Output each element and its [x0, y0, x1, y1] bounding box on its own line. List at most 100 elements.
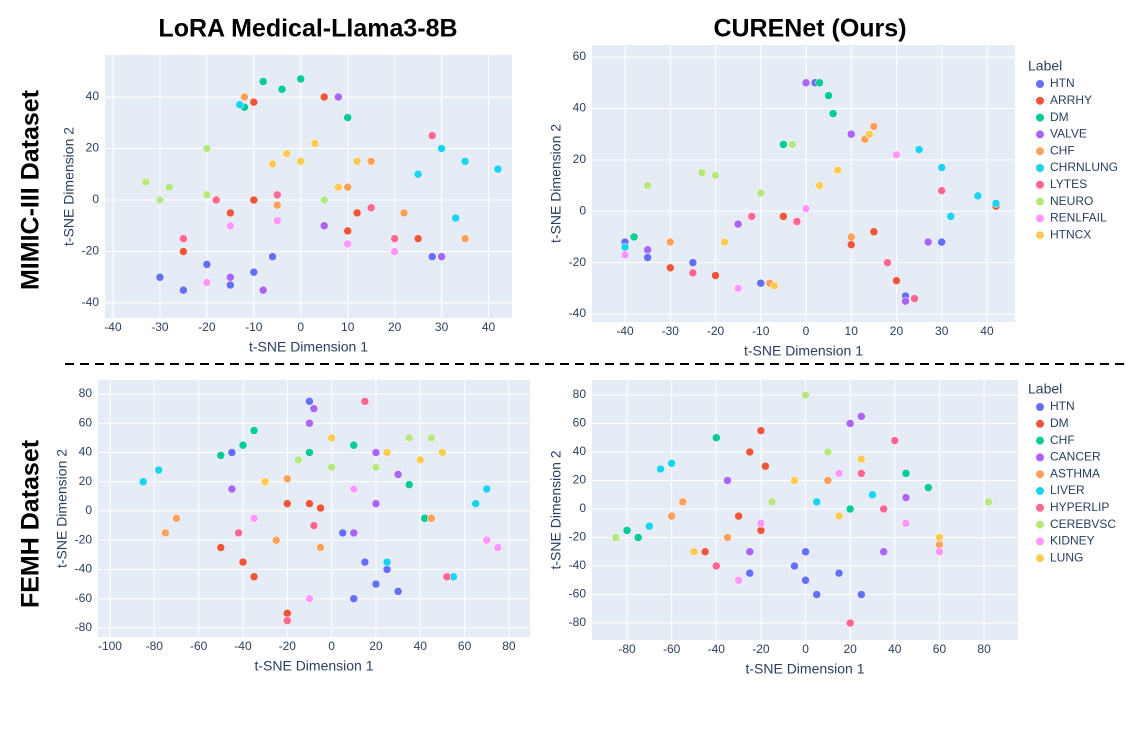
- point: [689, 547, 699, 557]
- point: [393, 470, 403, 479]
- x-tick-label: -100: [98, 639, 122, 653]
- y-axis-title: t-SNE Dimension 2: [548, 450, 564, 569]
- x-tick-label: -60: [190, 639, 208, 653]
- x-tick-label: 80: [977, 642, 991, 656]
- legend-marker: [1036, 80, 1044, 88]
- legend-label: LYTES: [1050, 177, 1087, 191]
- y-tick-label: -40: [82, 295, 100, 309]
- point: [633, 533, 643, 542]
- point: [723, 533, 732, 542]
- point: [271, 535, 281, 545]
- x-tick-label: 40: [414, 639, 428, 653]
- point: [390, 234, 399, 243]
- point: [788, 140, 797, 149]
- point: [371, 448, 381, 457]
- x-tick-label: 60: [933, 642, 947, 656]
- x-tick-label: 0: [802, 642, 809, 656]
- point: [249, 97, 259, 107]
- point: [868, 490, 877, 499]
- row-label: MIMIC-III Dataset: [17, 89, 45, 290]
- legend-marker: [1036, 470, 1044, 479]
- point: [892, 276, 901, 285]
- point: [249, 572, 259, 582]
- y-tick-label: -60: [569, 587, 587, 601]
- plot-area: [592, 380, 1018, 640]
- point: [688, 258, 698, 267]
- point: [697, 168, 707, 177]
- point: [883, 258, 892, 267]
- point: [249, 195, 259, 205]
- point: [935, 547, 944, 557]
- point: [493, 164, 503, 174]
- point: [393, 587, 403, 596]
- point: [712, 433, 721, 442]
- point: [901, 469, 911, 478]
- legend-label: ASTHMA: [1050, 466, 1100, 480]
- point: [282, 149, 291, 158]
- legend-marker: [1036, 231, 1044, 240]
- legend-label: CANCER: [1050, 450, 1101, 464]
- point: [879, 504, 888, 514]
- point: [747, 212, 756, 221]
- point: [667, 511, 676, 521]
- point: [235, 100, 244, 109]
- x-tick-label: 0: [297, 320, 304, 334]
- point: [723, 476, 732, 485]
- point: [756, 426, 766, 435]
- point: [283, 499, 292, 508]
- point: [442, 572, 452, 582]
- point: [846, 129, 856, 139]
- point: [227, 484, 237, 494]
- point: [316, 503, 325, 513]
- point: [845, 419, 855, 428]
- point: [305, 448, 314, 457]
- x-tick-label: -80: [146, 639, 164, 653]
- point: [700, 547, 710, 557]
- point: [202, 260, 212, 269]
- point: [179, 285, 188, 295]
- point: [155, 273, 165, 282]
- point: [845, 618, 855, 628]
- point: [413, 234, 423, 243]
- point: [935, 540, 944, 549]
- point: [371, 579, 381, 589]
- point: [382, 557, 392, 567]
- x-tick-label: -10: [245, 320, 263, 334]
- point: [801, 547, 810, 557]
- point: [273, 190, 282, 200]
- x-tick-label: 40: [482, 320, 496, 334]
- x-tick-label: -60: [663, 642, 681, 656]
- point: [460, 157, 470, 166]
- point: [179, 247, 188, 256]
- point: [667, 459, 676, 468]
- point: [720, 237, 729, 247]
- point: [172, 514, 181, 523]
- point: [404, 480, 414, 489]
- y-tick-label: 20: [573, 473, 587, 487]
- legend-label: ARRHY: [1050, 93, 1092, 107]
- x-tick-label: -30: [662, 324, 680, 338]
- point: [482, 484, 492, 494]
- y-tick-label: -40: [75, 562, 93, 576]
- legend-marker: [1036, 197, 1044, 206]
- point: [294, 455, 303, 465]
- legend-marker: [1036, 537, 1044, 546]
- point: [834, 568, 844, 578]
- y-axis-title: t-SNE Dimension 2: [54, 449, 70, 568]
- point: [165, 182, 174, 192]
- point: [349, 440, 359, 450]
- point: [991, 199, 1001, 208]
- point: [249, 267, 259, 277]
- point: [319, 92, 329, 102]
- x-axis-title: t-SNE Dimension 1: [249, 339, 368, 355]
- point: [427, 433, 436, 443]
- legend-label: LIVER: [1050, 483, 1085, 497]
- y-tick-label: -20: [75, 532, 93, 546]
- y-tick-label: -20: [569, 530, 587, 544]
- point: [620, 242, 630, 252]
- point: [360, 557, 370, 567]
- point: [161, 528, 170, 538]
- legend-label: LUNG: [1050, 550, 1083, 564]
- point: [460, 234, 470, 243]
- plot-area: [592, 45, 1015, 322]
